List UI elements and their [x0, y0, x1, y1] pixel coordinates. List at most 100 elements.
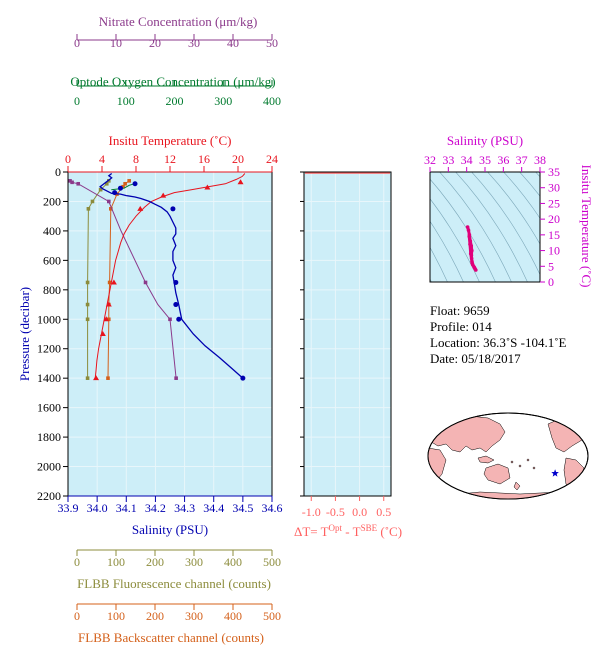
- ts-salinity-tick-label: 36: [497, 153, 509, 167]
- flbb-fluorescence-channel-marker: [85, 280, 90, 285]
- fluorescence-axis-tick-label: 300: [185, 555, 203, 569]
- salinity-axis-tick-label: 34.5: [232, 501, 253, 515]
- nitrate-concentration-line: [69, 180, 177, 379]
- ts-temperature-axis-label: Insitu Temperature (˚C): [579, 164, 594, 287]
- ts-salinity-tick-label: 33: [442, 153, 454, 167]
- backscatter-axis-tick-label: 500: [263, 609, 281, 623]
- ts-density-contour: [503, 172, 540, 219]
- nitrate-axis: 0 10 20 30 40 50: [74, 34, 278, 50]
- temperature-marker: [110, 279, 117, 285]
- ts-temperature-tick-label: 10: [548, 244, 560, 258]
- ts-density-contour: [487, 172, 540, 245]
- pressure-axis-tick-label: 1000: [37, 312, 61, 326]
- salinity-marker: [117, 185, 123, 191]
- oxygen-axis-tick-label: 200: [166, 94, 184, 108]
- ts-temperature-tick-label: 35: [548, 165, 560, 179]
- pressure-axis-tick-label: 0: [55, 165, 61, 179]
- salinity-marker: [176, 316, 182, 322]
- nitrate-concentration-marker: [68, 179, 72, 183]
- salinity-axis-tick-label: 34.3: [174, 501, 195, 515]
- salinity-marker: [173, 279, 179, 285]
- pressure-axis-tick-label: 2200: [37, 489, 61, 503]
- temperature-axis-tick-label: 16: [198, 152, 210, 166]
- ts-salinity-tick-label: 32: [424, 153, 436, 167]
- nitrate-axis-tick-label: 10: [110, 36, 122, 50]
- salinity-axis-tick-label: 34.1: [116, 501, 137, 515]
- ts-temperature-tick-label: 20: [548, 212, 560, 226]
- profile-number: Profile: 014: [430, 319, 492, 334]
- temperature-axis-tick-label: 4: [99, 152, 105, 166]
- backscatter-axis: 0 100 200 300 400 500: [74, 603, 281, 623]
- fluorescence-axis-tick-label: 0: [74, 555, 80, 569]
- fluorescence-axis-tick-label: 100: [107, 555, 125, 569]
- flbb-backscatter-channel-marker: [121, 184, 125, 189]
- salinity-axis: 33.9 34.0 34.1 34.2 34.3 34.4 34.5 34.6: [58, 495, 283, 515]
- pressure-axis: 0 200 400 600 800 1000 1200 1400 1600 1800 2000 220…: [37, 165, 68, 503]
- oxygen-axis-tick-label: 400: [263, 94, 281, 108]
- salinity-marker: [240, 375, 246, 381]
- salinity-line: [99, 172, 244, 379]
- salinity-axis-tick-label: 34.4: [203, 501, 224, 515]
- oxygen-axis-tick-label: 300: [214, 94, 232, 108]
- ts-points: [465, 225, 478, 272]
- profile-series: [68, 172, 246, 381]
- fluorescence-axis: 0 100 200 300 400 500: [74, 549, 281, 569]
- delta-t-plot-background: [304, 172, 391, 496]
- map-outline: [427, 412, 589, 500]
- pressure-axis-tick-label: 200: [43, 194, 61, 208]
- ts-density-contour: [430, 220, 464, 282]
- flbb-fluorescence-channel-marker: [98, 187, 103, 192]
- oxygen-axis-tick-label: 100: [117, 94, 135, 108]
- float-location-marker: [551, 469, 559, 477]
- nitrate-axis-label: Nitrate Concentration (μm/kg): [99, 14, 258, 29]
- backscatter-axis-tick-label: 200: [146, 609, 164, 623]
- nitrate-concentration-marker: [70, 180, 74, 185]
- temperature-marker: [137, 205, 144, 211]
- pressure-axis-tick-label: 1200: [37, 342, 61, 356]
- map-island: [532, 466, 536, 470]
- pressure-axis-label: Pressure (decibar): [17, 287, 32, 381]
- ts-salinity-tick-label: 34: [461, 153, 473, 167]
- pressure-axis-tick-label: 800: [43, 283, 61, 297]
- temperature-marker: [93, 375, 100, 381]
- map-land-new-zealand: [513, 481, 521, 491]
- temperature-axis-tick-label: 0: [65, 152, 71, 166]
- backscatter-axis-tick-label: 400: [224, 609, 242, 623]
- backscatter-axis-tick-label: 300: [185, 609, 203, 623]
- salinity-marker: [173, 302, 179, 308]
- temperature-marker: [204, 184, 211, 190]
- ts-density-contour: [471, 172, 540, 276]
- location-map: [427, 412, 589, 500]
- float-location-star: [551, 469, 559, 477]
- flbb-fluorescence-channel-marker: [104, 181, 109, 186]
- nitrate-axis-tick-label: 40: [227, 36, 239, 50]
- salinity-marker: [132, 181, 138, 187]
- ts-salinity-axis: 32 33 34 35 36 37 38: [424, 153, 546, 172]
- pressure-axis-tick-label: 1400: [37, 371, 61, 385]
- ts-temperature-tick-label: 5: [548, 259, 554, 273]
- salinity-axis-tick-label: 34.0: [87, 501, 108, 515]
- temperature-marker: [103, 316, 110, 322]
- flbb-backscatter-channel-marker: [123, 181, 127, 186]
- backscatter-axis-tick-label: 0: [74, 609, 80, 623]
- salinity-axis-tick-label: 34.2: [145, 501, 166, 515]
- nitrate-concentration-marker: [107, 199, 111, 204]
- profile-date: Date: 05/18/2017: [430, 351, 521, 366]
- salinity-marker: [170, 206, 176, 212]
- ts-salinity-tick-label: 37: [516, 153, 528, 167]
- nitrate-axis-tick-label: 0: [74, 36, 80, 50]
- temperature-axis: 0 4 8 12 16 20 24: [65, 152, 278, 173]
- oxygen-axis-label: Optode Oxygen Concentration (μm/kg): [70, 74, 275, 89]
- temperature-axis-tick-label: 20: [232, 152, 244, 166]
- ts-density-contour: [519, 172, 540, 197]
- oxygen-axis: 0 100 200 300 400: [74, 80, 281, 108]
- pressure-axis-tick-label: 1800: [37, 430, 61, 444]
- nitrate-axis-tick-label: 20: [149, 36, 161, 50]
- fluorescence-axis-tick-label: 500: [263, 555, 281, 569]
- flbb-fluorescence-channel-marker: [85, 302, 90, 307]
- map-island: [526, 458, 530, 462]
- pressure-axis-tick-label: 600: [43, 253, 61, 267]
- ts-temperature-tick-label: 30: [548, 181, 560, 195]
